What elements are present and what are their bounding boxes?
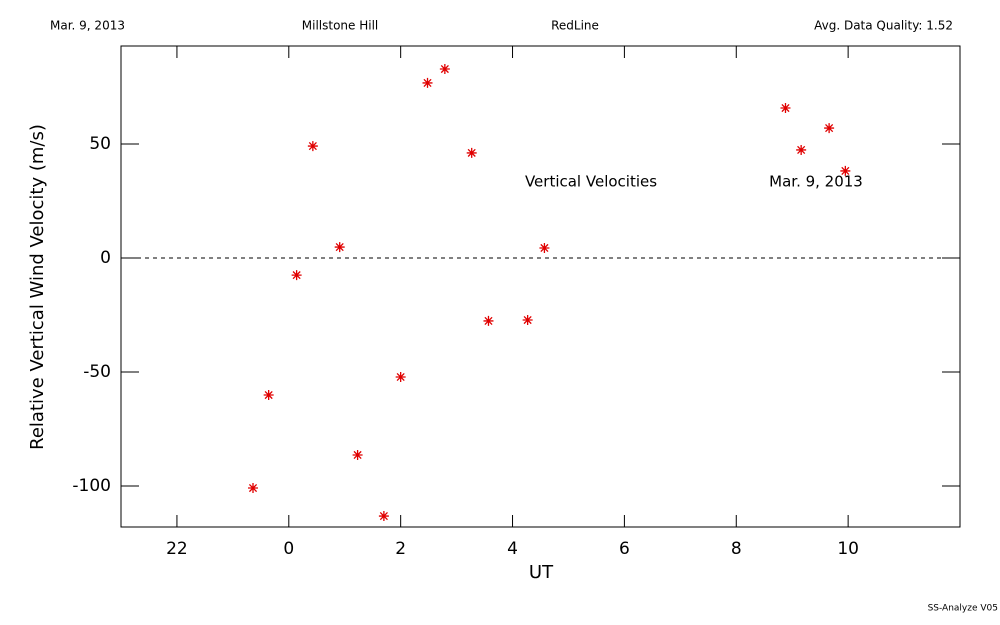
plot-frame [120, 45, 961, 528]
header-date: Mar. 9, 2013 [50, 19, 125, 33]
annotation: Vertical Velocities [525, 173, 657, 191]
point [395, 372, 406, 383]
point [378, 511, 389, 522]
point [422, 77, 433, 88]
header-quality: Avg. Data Quality: 1.52 [814, 19, 953, 33]
x-tick-label: 10 [837, 539, 859, 559]
x-axis-label: UT [529, 562, 554, 583]
point [334, 242, 345, 253]
point [780, 103, 791, 114]
header-site: Millstone Hill [302, 19, 378, 33]
y-tick-label: -50 [83, 362, 111, 382]
x-tick-label: 4 [507, 539, 518, 559]
point [483, 315, 494, 326]
x-tick-label: 0 [283, 539, 294, 559]
point [539, 242, 550, 253]
point [291, 270, 302, 281]
point [824, 123, 835, 134]
header-filter: RedLine [551, 19, 599, 33]
point [307, 141, 318, 152]
annotation: Mar. 9, 2013 [769, 173, 863, 191]
footer: SS-Analyze V05 [928, 604, 998, 614]
point [522, 315, 533, 326]
x-tick-label: 6 [619, 539, 630, 559]
point [248, 483, 259, 494]
point [466, 147, 477, 158]
x-tick-label: 2 [395, 539, 406, 559]
y-axis-label: Relative Vertical Wind Velocity (m/s) [27, 124, 48, 450]
x-tick-label: 8 [731, 539, 742, 559]
y-tick-label: 0 [100, 248, 111, 268]
point [840, 165, 851, 176]
point [352, 449, 363, 460]
y-tick-label: 50 [89, 134, 111, 154]
point [439, 64, 450, 75]
point [263, 390, 274, 401]
point [796, 144, 807, 155]
x-tick-label: 22 [166, 539, 188, 559]
y-tick-label: -100 [72, 476, 111, 496]
